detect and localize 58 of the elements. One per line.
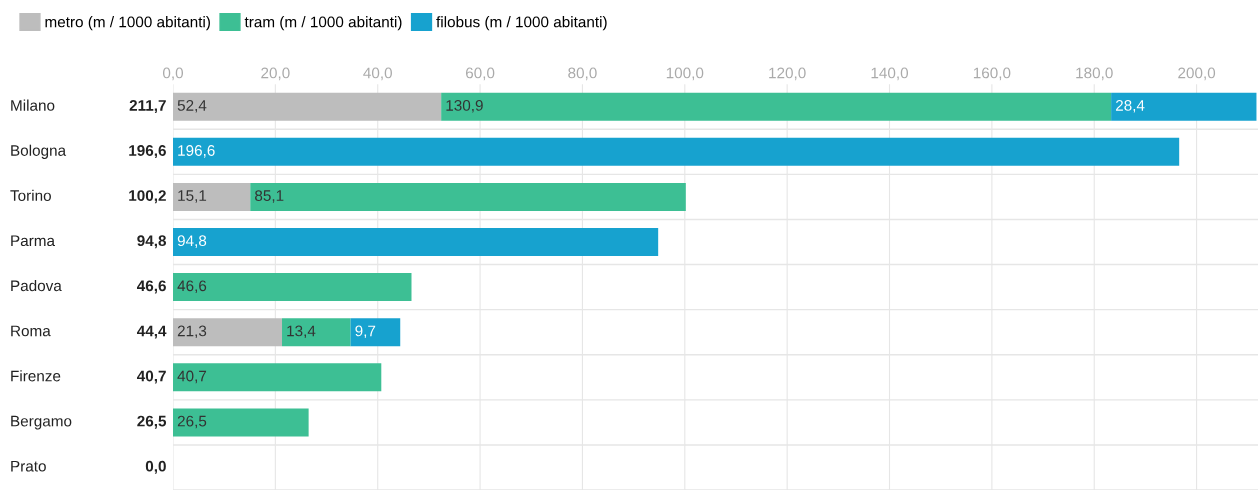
data-label: 28,4	[1115, 99, 1145, 113]
bar	[173, 363, 382, 392]
bar	[173, 273, 412, 302]
x-tick-label: 20,0	[261, 67, 290, 81]
data-label: 21,3	[177, 325, 207, 339]
data-label: 85,1	[255, 190, 284, 203]
data-label: 52,4	[177, 99, 207, 113]
x-tick-label: 100,0	[666, 67, 704, 81]
x-tick-label: 180,0	[1076, 67, 1113, 81]
y-tick-label: Milano	[11, 99, 55, 111]
total-label: 26,5	[137, 415, 167, 429]
data-label: 130,9	[446, 99, 483, 113]
data-label: 196,6	[178, 145, 215, 158]
bar	[173, 318, 283, 347]
x-tick-label: 200,0	[1178, 67, 1216, 81]
y-tick-label: Padova	[11, 279, 62, 292]
data-label: 46,6	[177, 280, 207, 294]
x-tick-label: 40,0	[363, 67, 392, 81]
x-tick-label: 0,0	[162, 67, 184, 81]
total-label: 46,6	[136, 280, 166, 294]
y-tick-label: Prato	[11, 460, 46, 472]
data-label: 94,8	[177, 235, 207, 248]
bar	[250, 182, 686, 211]
x-tick-label: 120,0	[769, 67, 806, 81]
x-tick-label: 60,0	[465, 67, 495, 81]
x-tick-label: 160,0	[973, 67, 1011, 81]
x-tick-label: 140,0	[871, 67, 909, 81]
total-label: 40,7	[136, 370, 166, 384]
legend-label: metro (m / 1000 abitanti)	[45, 16, 210, 31]
x-tick-label: 80,0	[568, 67, 597, 81]
bar	[350, 318, 401, 347]
y-tick-label: Firenze	[11, 370, 61, 382]
bar	[282, 318, 351, 347]
data-label: 26,5	[177, 415, 207, 429]
total-label: 211,7	[129, 99, 166, 114]
total-label: 94,8	[137, 235, 167, 249]
bar	[173, 408, 309, 437]
y-tick-label: Parma	[11, 235, 55, 247]
bar	[441, 92, 1112, 121]
bar	[173, 137, 1180, 166]
bar	[1111, 92, 1257, 121]
bar	[173, 182, 251, 211]
text: 0,0	[145, 460, 166, 474]
legend-label: filobus (m / 1000 abitanti)	[436, 16, 607, 31]
total-label: 196,6	[129, 145, 166, 159]
data-label: 40,7	[177, 370, 207, 384]
bar	[173, 228, 659, 256]
y-tick-label: Roma	[11, 325, 51, 337]
y-tick-label: Torino	[10, 189, 51, 201]
total-label: 100,2	[129, 190, 166, 204]
data-label: 15,1	[178, 190, 207, 203]
bar	[173, 92, 442, 121]
y-tick-label: Bologna	[11, 144, 67, 159]
total-label: 44,4	[136, 325, 167, 339]
legend-label: tram (m / 1000 abitanti)	[244, 16, 402, 31]
data-label: 9,7	[355, 325, 376, 339]
y-tick-label: Bergamo	[11, 415, 72, 430]
data-label: 13,4	[287, 325, 316, 339]
